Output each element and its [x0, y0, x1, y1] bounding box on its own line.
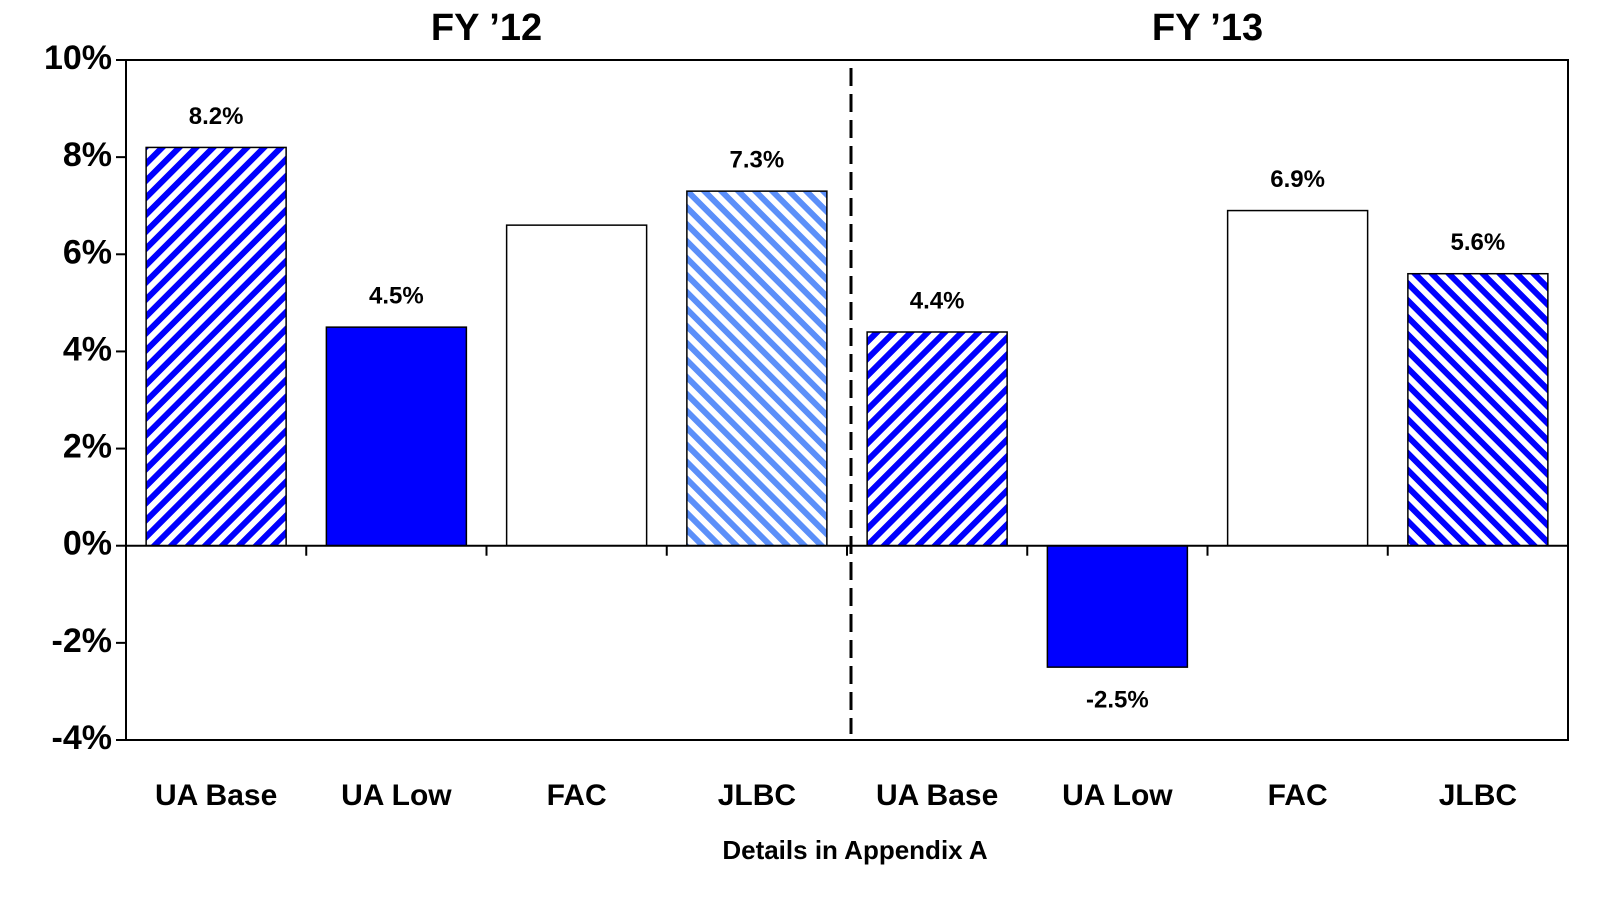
x-tick-label: FAC	[1268, 779, 1328, 812]
value-label: 4.4%	[910, 287, 965, 314]
y-tick-label: -2%	[52, 622, 112, 660]
x-tick-label: UA Base	[155, 779, 277, 812]
x-tick-label: JLBC	[718, 779, 796, 812]
y-tick-label: 2%	[63, 428, 112, 466]
y-tick-label: 10%	[44, 39, 112, 77]
x-axis-label: Details in Appendix A	[722, 835, 988, 865]
bar	[686, 190, 828, 547]
bar	[1046, 544, 1189, 668]
x-tick-label: JLBC	[1439, 779, 1517, 812]
plot-frame	[125, 59, 1569, 741]
value-label: 7.3%	[730, 146, 785, 173]
bar	[325, 326, 468, 547]
y-tick-label: 8%	[63, 136, 112, 174]
group-label: FY ’13	[1152, 7, 1263, 49]
x-tick-label: UA Base	[876, 779, 998, 812]
y-tick-label: 4%	[63, 330, 112, 368]
value-label: 4.5%	[369, 282, 424, 309]
bar	[505, 224, 648, 547]
y-tick-label: -4%	[52, 719, 112, 757]
x-tick-label: UA Low	[1062, 779, 1173, 812]
x-tick-label: UA Low	[341, 779, 452, 812]
value-label: 8.2%	[189, 103, 244, 130]
x-tick-label: FAC	[547, 779, 607, 812]
value-label: 5.6%	[1451, 229, 1506, 256]
y-tick-label: 0%	[63, 525, 112, 563]
bar	[1407, 272, 1549, 547]
value-label: -2.5%	[1086, 686, 1149, 713]
bar	[1226, 209, 1369, 547]
bar	[145, 146, 287, 547]
group-label: FY ’12	[431, 7, 542, 49]
value-label: 6.9%	[1270, 166, 1325, 193]
y-tick-label: 6%	[63, 233, 112, 271]
bar	[866, 331, 1008, 547]
